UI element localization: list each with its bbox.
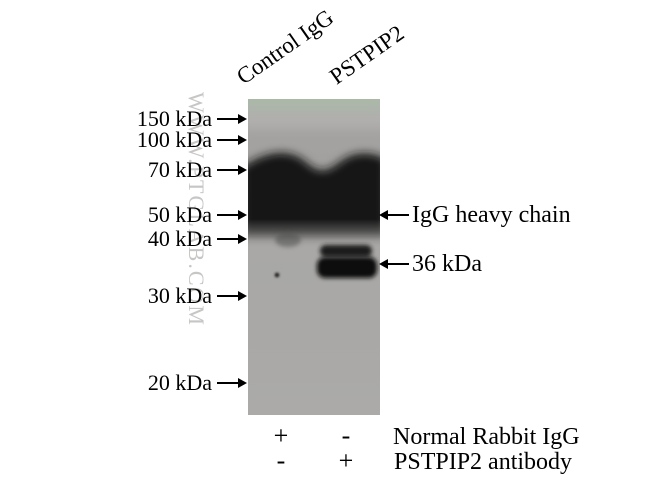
- annotation-label: IgG heavy chain: [412, 201, 571, 228]
- right-arrow-icon: [217, 233, 247, 245]
- marker-row-20kda: 20 kDa: [0, 370, 247, 396]
- table-row1-lane2-sign: -: [341, 421, 351, 450]
- marker-label: 30 kDa: [147, 283, 212, 308]
- lane1-speck: [274, 272, 280, 278]
- lane-label-pstpip2: PSTPIP2: [325, 20, 409, 90]
- table-row2-lane2-sign: +: [338, 446, 354, 475]
- marker-row-50kda: 50 kDa: [0, 202, 247, 228]
- pstpip2-band-upper: [320, 245, 372, 257]
- annotation-igg-heavy-chain: IgG heavy chain: [379, 201, 571, 229]
- table-row1-label: Normal Rabbit IgG: [393, 424, 580, 450]
- lane1-smudge: [275, 233, 301, 247]
- annotation-label: 36 kDa: [412, 250, 482, 277]
- right-arrow-icon: [217, 377, 247, 389]
- marker-row-30kda: 30 kDa: [0, 283, 247, 309]
- marker-row-100kda: 100 kDa: [0, 127, 247, 153]
- pstpip2-band-lower: [317, 257, 377, 278]
- table-row2-lane1-sign: -: [276, 446, 286, 475]
- marker-label: 50 kDa: [147, 202, 212, 227]
- table-row2-label: PSTPIP2 antibody: [394, 449, 573, 475]
- table-row1-lane1-sign: +: [273, 421, 289, 450]
- marker-label: 20 kDa: [147, 370, 212, 395]
- right-arrow-icon: [217, 113, 247, 125]
- right-arrow-icon: [217, 164, 247, 176]
- lane-label-control-igg: Control IgG: [232, 4, 339, 90]
- blot-bands-graphic: [248, 129, 380, 278]
- marker-row-70kda: 70 kDa: [0, 157, 247, 183]
- blot-membrane: [248, 99, 380, 415]
- marker-label: 150 kDa: [136, 106, 212, 131]
- annotation-36kda: 36 kDa: [379, 250, 482, 278]
- right-arrow-icon: [217, 209, 247, 221]
- marker-label: 100 kDa: [136, 127, 212, 152]
- marker-row-40kda: 40 kDa: [0, 226, 247, 252]
- marker-label: 40 kDa: [147, 226, 212, 251]
- left-arrow-icon: [379, 209, 409, 221]
- marker-row-150kda: 150 kDa: [0, 106, 247, 132]
- right-arrow-icon: [217, 134, 247, 146]
- watermark-text: WWW.PTGLAB.COM: [184, 92, 209, 327]
- marker-label: 70 kDa: [147, 157, 212, 182]
- left-arrow-icon: [379, 258, 409, 270]
- right-arrow-icon: [217, 290, 247, 302]
